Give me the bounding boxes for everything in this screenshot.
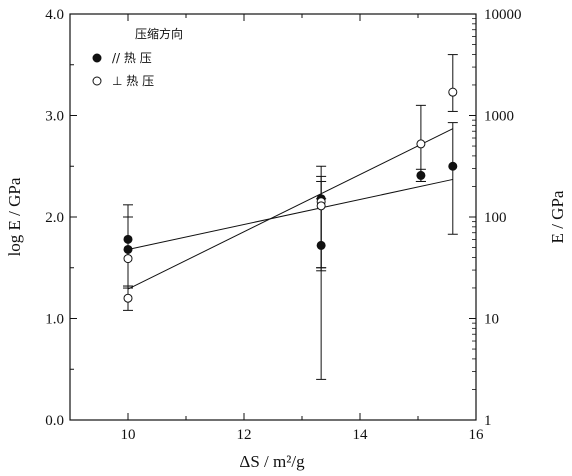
data-point-open: [123, 293, 133, 303]
y-tick-label-left: 3.0: [45, 109, 64, 125]
y-axis-label-left: log E / GPa: [5, 177, 24, 256]
legend-marker-filled-circle: [92, 53, 102, 63]
data-point-filled: [416, 170, 426, 180]
data-point-filled: [448, 161, 458, 171]
y-tick-label-left: 1.0: [45, 312, 64, 328]
fit-line-series-0: [127, 178, 453, 250]
fit-lines: [127, 128, 454, 290]
x-tick-label: 16: [469, 427, 485, 443]
data-point-open: [123, 254, 133, 264]
y-tick-label-left: 0.0: [45, 413, 64, 429]
y-tick-label-right: 1: [484, 413, 492, 429]
data-point-open: [316, 201, 326, 211]
data-point-filled: [123, 244, 133, 254]
legend-label-parallel: // 热 压: [112, 51, 152, 65]
y-axis-label-right: E / GPa: [548, 190, 567, 243]
x-tick-label: 12: [237, 427, 252, 443]
data-points: [123, 87, 458, 303]
y-tick-label-left: 2.0: [45, 210, 64, 226]
fit-line-series-1: [127, 128, 454, 290]
y-tick-label-right: 1000: [484, 109, 514, 125]
data-point-open: [448, 87, 458, 97]
y-tick-label-right: 100: [484, 210, 507, 226]
data-point-open: [416, 139, 426, 149]
y-tick-label-left: 4.0: [45, 7, 64, 23]
legend-label-perpendicular: ⊥ 热 压: [112, 74, 154, 88]
y-tick-label-right: 10000: [484, 7, 522, 23]
legend-title: 压缩方向: [135, 26, 183, 41]
data-point-filled: [316, 240, 326, 250]
x-axis-label: ΔS / m²/g: [239, 452, 305, 471]
axes: 10 12 14 16 0.0 1.0 2.0 3.0 4.0 1 10 100 1000 10000: [45, 7, 521, 443]
legend: 压缩方向 // 热 压 ⊥ 热 压: [92, 26, 183, 88]
error-bars: [123, 54, 458, 380]
x-tick-label: 14: [353, 427, 369, 443]
y-tick-label-right: 10: [484, 312, 499, 328]
x-tick-label: 10: [121, 427, 136, 443]
legend-marker-open-circle: [92, 76, 102, 86]
data-point-filled: [123, 234, 133, 244]
